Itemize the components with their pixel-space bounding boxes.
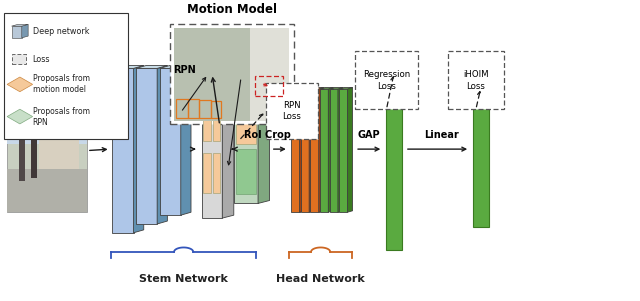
Polygon shape [136,65,168,68]
Text: RPN: RPN [173,65,195,75]
FancyBboxPatch shape [7,89,87,212]
FancyBboxPatch shape [355,51,418,110]
Polygon shape [234,80,258,203]
Polygon shape [291,89,300,212]
FancyBboxPatch shape [213,153,220,193]
Text: Deep network: Deep network [33,27,89,36]
Polygon shape [7,77,33,92]
FancyBboxPatch shape [250,28,289,121]
FancyBboxPatch shape [266,83,318,139]
Polygon shape [319,88,324,212]
Polygon shape [234,77,269,80]
Polygon shape [338,88,343,212]
Polygon shape [157,65,168,224]
FancyBboxPatch shape [236,149,255,194]
Polygon shape [328,88,333,212]
Polygon shape [339,88,353,89]
Text: RPN
Loss: RPN Loss [282,101,301,121]
FancyBboxPatch shape [12,54,26,64]
Polygon shape [339,89,348,212]
Text: RoI Crop: RoI Crop [244,130,291,140]
Polygon shape [320,88,333,89]
Polygon shape [309,88,314,212]
Polygon shape [320,89,328,212]
Polygon shape [291,88,305,89]
Polygon shape [301,88,314,89]
FancyBboxPatch shape [387,74,402,250]
FancyBboxPatch shape [173,28,251,121]
Polygon shape [300,88,305,212]
FancyBboxPatch shape [204,101,211,141]
Text: Proposals from
RPN: Proposals from RPN [33,107,90,127]
FancyBboxPatch shape [213,101,220,141]
Text: Stem Network: Stem Network [140,274,228,284]
FancyBboxPatch shape [39,113,79,169]
FancyBboxPatch shape [7,169,87,212]
Polygon shape [310,88,324,89]
Polygon shape [113,68,134,233]
Polygon shape [22,24,28,38]
Text: GAP: GAP [358,130,381,140]
Polygon shape [202,74,234,77]
FancyBboxPatch shape [4,13,129,139]
Polygon shape [310,89,319,212]
Polygon shape [330,89,338,212]
Polygon shape [12,24,28,26]
Polygon shape [202,77,222,218]
Polygon shape [134,65,144,233]
Polygon shape [7,109,33,124]
Polygon shape [136,68,157,224]
FancyBboxPatch shape [204,153,211,193]
Polygon shape [330,88,343,89]
FancyBboxPatch shape [31,131,37,178]
Text: iHOIM
Loss: iHOIM Loss [463,70,488,91]
Text: Proposals from
motion model: Proposals from motion model [33,74,90,95]
Polygon shape [160,68,180,215]
FancyBboxPatch shape [236,98,255,144]
Polygon shape [301,89,309,212]
FancyBboxPatch shape [19,132,26,182]
Polygon shape [180,65,191,215]
Text: Motion Model: Motion Model [187,2,277,16]
Text: Regression
Loss: Regression Loss [363,70,410,91]
Polygon shape [12,26,22,38]
FancyBboxPatch shape [473,89,488,227]
Polygon shape [160,65,191,68]
Polygon shape [222,74,234,218]
Text: Linear: Linear [424,130,459,140]
Text: Head Network: Head Network [276,274,365,284]
Polygon shape [258,77,269,203]
Text: Loss: Loss [33,54,50,64]
FancyBboxPatch shape [170,24,294,124]
FancyBboxPatch shape [448,51,504,110]
Polygon shape [348,88,353,212]
FancyBboxPatch shape [7,89,87,144]
Polygon shape [113,65,144,68]
